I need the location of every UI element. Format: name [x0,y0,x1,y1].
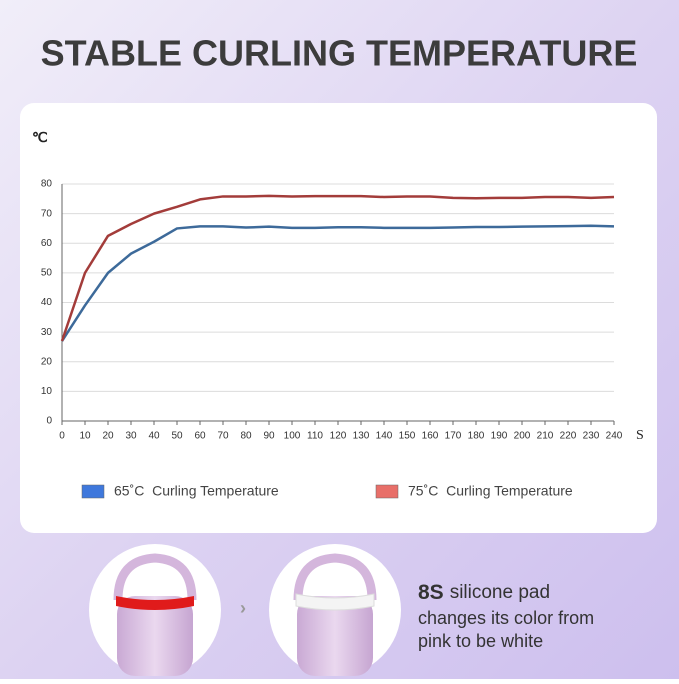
x-tick-label: 10 [79,431,91,442]
legend-swatch [81,484,105,499]
y-tick-label: 20 [41,356,53,367]
x-tick-label: 200 [514,431,531,442]
x-tick-label: 130 [353,431,370,442]
product-after [269,544,401,676]
caption-text: silicone pad [450,582,550,603]
y-tick-label: 80 [41,179,53,190]
legend-label: 75˚C Curling Temperature [408,483,573,499]
x-tick-label: 140 [376,431,393,442]
y-tick-label: 0 [46,416,52,427]
chart-card [20,103,657,533]
x-tick-label: 180 [468,431,485,442]
x-tick-label: 40 [148,431,160,442]
caption-highlight: 8S [418,581,444,604]
x-tick-label: 100 [284,431,301,442]
series-line [60,194,615,342]
x-tick-label: 80 [240,431,252,442]
x-tick-label: 110 [307,431,323,442]
caption-line: changes its color from [418,608,594,628]
plot: 0 10 20 30 40 50 60 70 80 0 10 20 30 40 50 60 70 80 90 100 1… [41,179,623,499]
x-tick-label: 0 [59,431,65,442]
caption-line: pink to be white [418,631,543,651]
x-tick-label: 150 [399,431,416,442]
x-tick-label: 20 [102,431,114,442]
caption-line: 8S silicone pad [418,581,550,604]
x-axis-label: S [636,428,644,443]
title: STABLE CURLING TEMPERATURE [41,33,638,74]
x-tick-label: 170 [445,431,462,442]
x-tick-label: 50 [171,431,183,442]
x-tick-label: 230 [583,431,600,442]
legend-label: 65˚C Curling Temperature [114,483,279,499]
legend-swatch [375,484,399,499]
x-tick-label: 220 [560,431,577,442]
x-tick-label: 30 [125,431,137,442]
x-tick-label: 240 [606,431,623,442]
arrow: › [240,598,246,618]
x-tick-label: 70 [217,431,229,442]
x-tick-label: 160 [422,431,439,442]
x-tick-label: 60 [194,431,206,442]
y-tick-label: 70 [41,208,53,219]
series-line [60,224,615,342]
x-tick-label: 210 [537,431,554,442]
y-tick-label: 10 [41,386,53,397]
y-tick-label: 40 [41,297,53,308]
x-tick-label: 190 [491,431,508,442]
x-tick-label: 90 [263,431,275,442]
y-tick-label: 60 [41,238,53,249]
y-tick-label: 30 [41,327,53,338]
y-axis-label: ℃ [32,131,48,146]
y-tick-label: 50 [41,268,53,279]
product-before [89,544,221,676]
x-tick-label: 120 [330,431,347,442]
